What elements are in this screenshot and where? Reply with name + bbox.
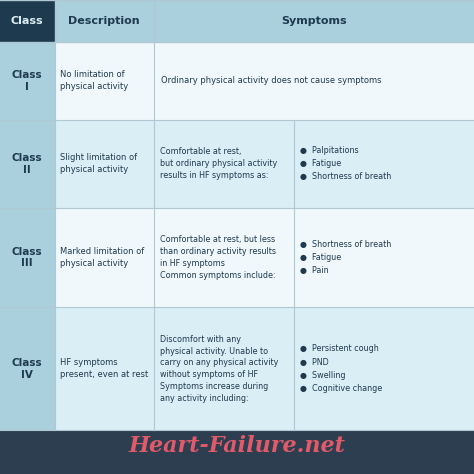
Text: ●  Shortness of breath
●  Fatigue
●  Pain: ● Shortness of breath ● Fatigue ● Pain — [300, 240, 391, 275]
Text: Comfortable at rest, but less
than ordinary activity results
in HF symptoms
Comm: Comfortable at rest, but less than ordin… — [160, 235, 276, 280]
Text: Heart-Failure.net: Heart-Failure.net — [128, 435, 346, 456]
Text: ●  Persistent cough
●  PND
●  Swelling
●  Cognitive change: ● Persistent cough ● PND ● Swelling ● Co… — [300, 345, 382, 393]
Text: Class
II: Class II — [12, 153, 43, 174]
Text: Comfortable at rest,
but ordinary physical activity
results in HF symptoms as:: Comfortable at rest, but ordinary physic… — [160, 147, 277, 180]
Bar — [0, 415, 474, 474]
Bar — [55, 0, 474, 42]
Text: Discomfort with any
physical activity. Unable to
carry on any physical activity
: Discomfort with any physical activity. U… — [160, 335, 278, 403]
Text: Description: Description — [68, 16, 140, 26]
Text: Class
III: Class III — [12, 246, 43, 268]
Text: Marked limitation of
physical activity: Marked limitation of physical activity — [60, 247, 145, 268]
Bar — [55, 307, 474, 430]
Text: ●  Palpitations
●  Fatigue
●  Shortness of breath: ● Palpitations ● Fatigue ● Shortness of … — [300, 146, 391, 182]
Bar — [0, 120, 55, 208]
Bar — [0, 0, 55, 42]
Bar — [0, 42, 55, 120]
Bar — [55, 120, 474, 208]
Bar — [0, 208, 55, 307]
Text: Class
I: Class I — [12, 70, 43, 91]
Bar — [0, 307, 55, 430]
Text: Class: Class — [11, 16, 44, 26]
Text: No limitation of
physical activity: No limitation of physical activity — [60, 71, 128, 91]
Text: Class
IV: Class IV — [12, 358, 43, 380]
Text: Slight limitation of
physical activity: Slight limitation of physical activity — [60, 154, 137, 174]
Bar — [55, 208, 474, 307]
Text: Ordinary physical activity does not cause symptoms: Ordinary physical activity does not caus… — [161, 76, 382, 85]
Text: HF symptoms
present, even at rest: HF symptoms present, even at rest — [60, 358, 148, 379]
Bar — [55, 42, 474, 120]
Text: Symptoms: Symptoms — [281, 16, 347, 26]
